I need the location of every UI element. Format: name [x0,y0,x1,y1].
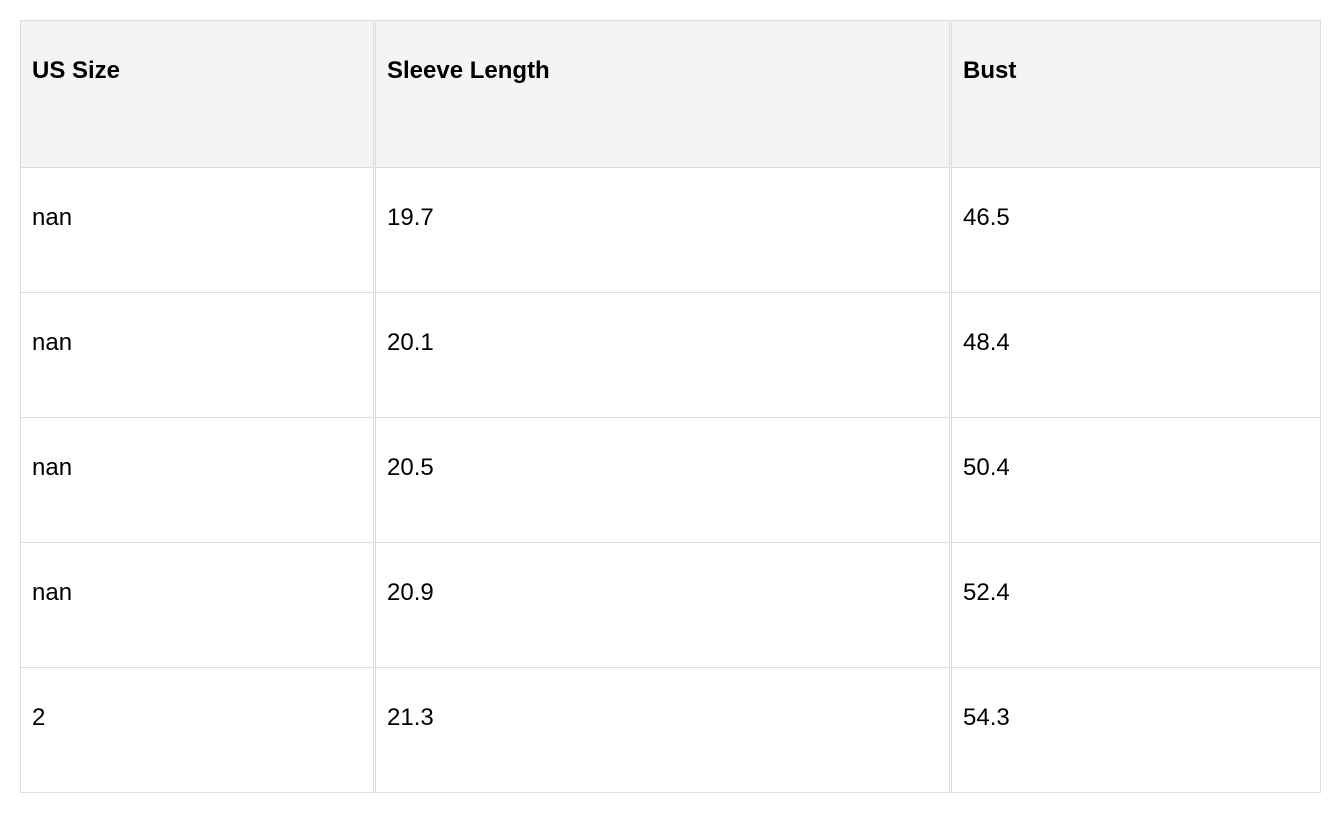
bust-cell: 52.4 [949,543,1321,668]
sleeve-length-cell: 20.1 [373,293,949,418]
sleeve-length-cell: 21.3 [373,668,949,793]
table-row: nan 20.1 48.4 [20,293,1321,418]
size-chart-table: US Size Sleeve Length Bust nan 19.7 46.5 na… [20,20,1321,793]
bust-cell: 46.5 [949,168,1321,293]
sleeve-length-cell: 20.9 [373,543,949,668]
header-bust: Bust [949,20,1321,168]
sleeve-length-cell: 19.7 [373,168,949,293]
us-size-cell: nan [20,168,373,293]
header-row: US Size Sleeve Length Bust [20,20,1321,168]
table-row: nan 20.9 52.4 [20,543,1321,668]
table-row: 2 21.3 54.3 [20,668,1321,793]
us-size-cell: nan [20,418,373,543]
bust-cell: 54.3 [949,668,1321,793]
table-row: nan 20.5 50.4 [20,418,1321,543]
us-size-cell: 2 [20,668,373,793]
header-us-size: US Size [20,20,373,168]
sleeve-length-cell: 20.5 [373,418,949,543]
bust-cell: 48.4 [949,293,1321,418]
table-row: nan 19.7 46.5 [20,168,1321,293]
header-sleeve-length: Sleeve Length [373,20,949,168]
bust-cell: 50.4 [949,418,1321,543]
us-size-cell: nan [20,293,373,418]
us-size-cell: nan [20,543,373,668]
